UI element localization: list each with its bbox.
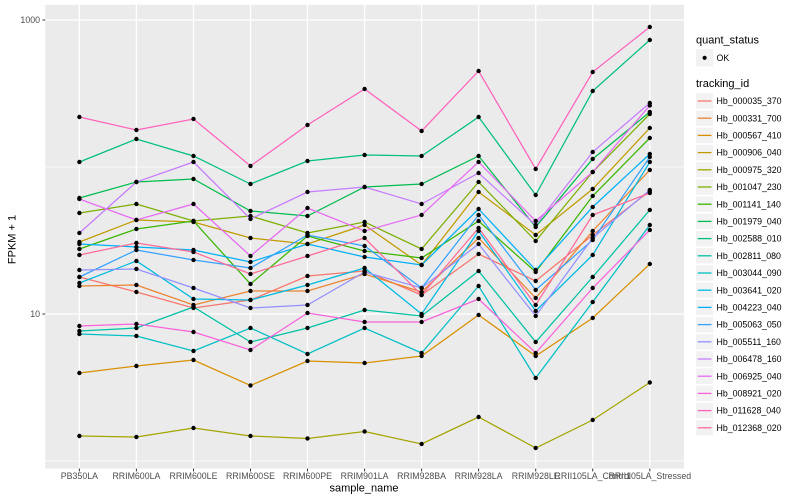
svg-text:RRIM600PE: RRIM600PE [283, 471, 332, 481]
svg-text:1000: 1000 [20, 15, 40, 25]
svg-text:sample_name: sample_name [329, 483, 398, 495]
svg-text:Hb_001141_140: Hb_001141_140 [717, 199, 782, 209]
svg-text:Hb_001979_040: Hb_001979_040 [717, 217, 782, 227]
svg-text:Hb_003044_090: Hb_003044_090 [717, 268, 782, 278]
svg-text:Hb_002811_080: Hb_002811_080 [717, 251, 782, 261]
svg-text:Hb_000975_320: Hb_000975_320 [717, 165, 782, 175]
svg-text:RRII105LA_Stressed: RRII105LA_Stressed [608, 471, 691, 481]
svg-text:Hb_006925_040: Hb_006925_040 [717, 371, 782, 381]
svg-text:Hb_003641_020: Hb_003641_020 [717, 285, 782, 295]
svg-text:Hb_011628_040: Hb_011628_040 [717, 406, 782, 416]
svg-text:Hb_000035_370: Hb_000035_370 [717, 96, 782, 106]
svg-text:RRIM901LA: RRIM901LA [341, 471, 389, 481]
svg-text:RRIM600LA: RRIM600LA [112, 471, 160, 481]
svg-text:OK: OK [717, 53, 730, 63]
svg-text:RRII105LA_Control: RRII105LA_Control [555, 471, 631, 481]
svg-text:RRIM600LE: RRIM600LE [170, 471, 218, 481]
svg-text:RRIM928BA: RRIM928BA [397, 471, 446, 481]
svg-text:Hb_002588_010: Hb_002588_010 [717, 234, 782, 244]
svg-text:Hb_000331_700: Hb_000331_700 [717, 113, 782, 123]
svg-text:Hb_012368_020: Hb_012368_020 [717, 423, 782, 433]
svg-text:Hb_001047_230: Hb_001047_230 [717, 182, 782, 192]
svg-text:Hb_000906_040: Hb_000906_040 [717, 148, 782, 158]
svg-text:Hb_006478_160: Hb_006478_160 [717, 354, 782, 364]
svg-text:quant_status: quant_status [696, 35, 759, 47]
svg-text:Hb_005063_050: Hb_005063_050 [717, 320, 782, 330]
svg-text:Hb_000567_410: Hb_000567_410 [717, 131, 782, 141]
svg-text:RRIM928LE: RRIM928LE [512, 471, 560, 481]
svg-text:Hb_005511_160: Hb_005511_160 [717, 337, 782, 347]
svg-text:RRIM928LA: RRIM928LA [455, 471, 503, 481]
svg-text:PB350LA: PB350LA [61, 471, 98, 481]
svg-text:RRIM600SE: RRIM600SE [226, 471, 275, 481]
svg-text:10: 10 [30, 309, 40, 319]
svg-text:FPKM + 1: FPKM + 1 [7, 215, 19, 264]
svg-text:Hb_008921_020: Hb_008921_020 [717, 389, 782, 399]
svg-text:Hb_004223_040: Hb_004223_040 [717, 303, 782, 313]
svg-text:tracking_id: tracking_id [696, 78, 749, 90]
